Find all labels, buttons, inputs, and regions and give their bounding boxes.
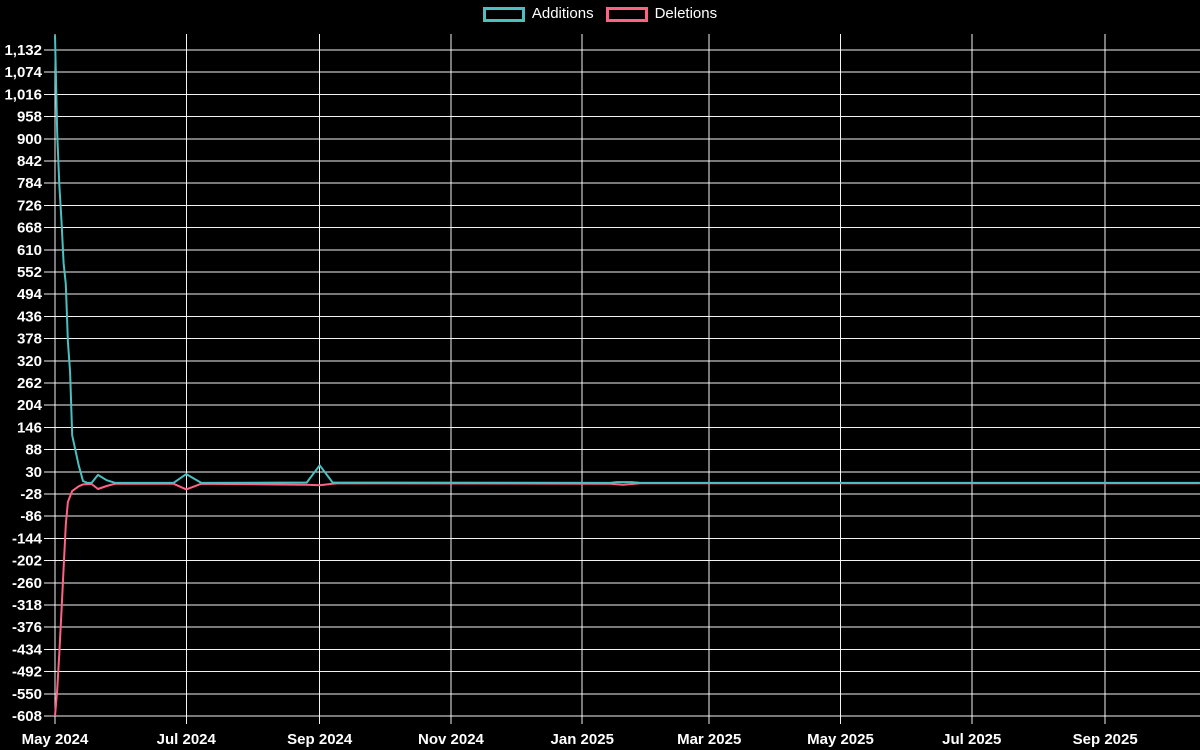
additions-series-swatch — [482, 6, 525, 22]
chart-legend: Additions Deletions — [0, 5, 1200, 23]
grid-lines — [44, 34, 1200, 724]
y-tick-label: 1,132 — [4, 42, 42, 59]
y-tick-label: 204 — [17, 397, 43, 414]
x-tick-label: Jul 2024 — [157, 731, 217, 748]
additions-line — [54, 35, 1200, 484]
y-tick-label: -550 — [12, 686, 42, 703]
y-tick-label: -144 — [12, 530, 43, 547]
y-tick-label: 320 — [17, 353, 42, 370]
y-tick-label: -492 — [12, 664, 42, 681]
y-tick-label: 900 — [17, 131, 42, 148]
y-tick-label: 88 — [25, 442, 42, 459]
legend-item-deletions[interactable]: Deletions — [605, 5, 718, 23]
x-tick-label: Jul 2025 — [942, 731, 1001, 748]
y-tick-label: -260 — [12, 575, 42, 592]
y-tick-label: -376 — [12, 619, 42, 636]
y-tick-label: 552 — [17, 264, 42, 281]
x-tick-label: May 2024 — [22, 731, 89, 748]
y-tick-label: 668 — [17, 220, 42, 237]
legend-item-additions[interactable]: Additions — [482, 5, 594, 23]
y-tick-label: 1,016 — [4, 86, 42, 103]
y-tick-label: -86 — [20, 508, 42, 525]
y-tick-label: -434 — [12, 641, 43, 658]
y-tick-label: 842 — [17, 153, 42, 170]
deletions-line — [54, 482, 1200, 717]
x-tick-label: Mar 2025 — [677, 731, 741, 748]
y-tick-label: 1,074 — [4, 64, 42, 81]
deletions-legend-label: Deletions — [654, 5, 718, 22]
x-tick-label: Sep 2025 — [1073, 731, 1138, 748]
y-tick-label: -28 — [20, 486, 42, 503]
y-tick-label: -318 — [12, 597, 42, 614]
y-tick-label: 146 — [17, 419, 42, 436]
y-tick-label: 494 — [17, 286, 43, 303]
y-tick-label: 436 — [17, 308, 42, 325]
y-tick-label: 378 — [17, 331, 42, 348]
y-tick-label: -202 — [12, 553, 42, 570]
x-tick-label: May 2025 — [807, 731, 874, 748]
deletions-series-swatch — [605, 6, 648, 22]
y-tick-label: 610 — [17, 242, 42, 259]
additions-legend-label: Additions — [531, 5, 594, 22]
x-tick-label: Sep 2024 — [287, 731, 353, 748]
y-tick-label: -608 — [12, 708, 42, 725]
x-tick-label: Jan 2025 — [551, 731, 614, 748]
y-tick-label: 262 — [17, 375, 42, 392]
y-tick-label: 958 — [17, 109, 42, 126]
y-tick-label: 784 — [17, 175, 43, 192]
axis-labels: 1,132 1,074 1,016 958 900 842 784 726 668 610 552 4… — [4, 42, 1137, 748]
y-tick-label: 30 — [25, 464, 42, 481]
x-tick-label: Nov 2024 — [418, 731, 485, 748]
y-tick-label: 726 — [17, 197, 42, 214]
